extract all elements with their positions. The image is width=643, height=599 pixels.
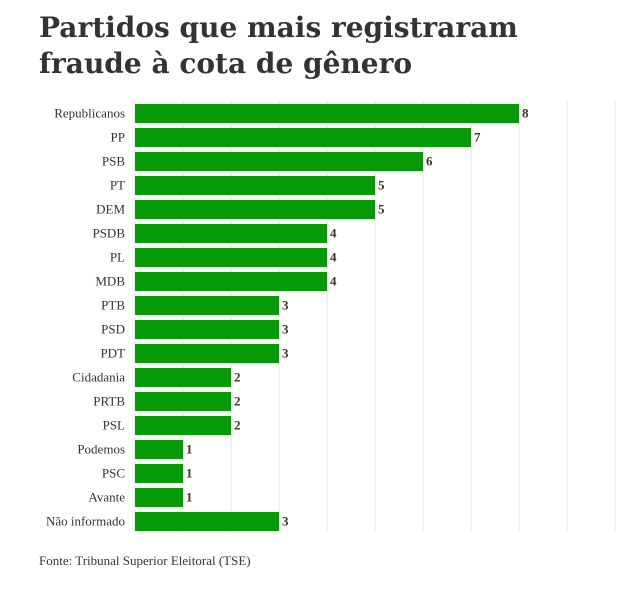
value-label: 1	[186, 466, 193, 481]
category-label: PSC	[102, 466, 125, 481]
value-label: 2	[234, 370, 241, 385]
value-label: 3	[282, 514, 289, 529]
bar	[135, 296, 279, 315]
bar	[135, 344, 279, 363]
value-label: 5	[378, 178, 385, 193]
category-label: PDT	[100, 346, 125, 361]
category-label: PRTB	[93, 394, 125, 409]
value-label: 1	[186, 442, 193, 457]
category-label: PSL	[103, 418, 125, 433]
category-label: Não informado	[46, 514, 125, 529]
category-label: PT	[110, 178, 125, 193]
category-label: Cidadania	[72, 370, 125, 385]
bar	[135, 368, 231, 387]
grid-lines	[134, 100, 616, 532]
bars	[135, 104, 519, 531]
bar	[135, 272, 327, 291]
bar	[135, 464, 183, 483]
category-label: PSDB	[92, 226, 125, 241]
value-label: 7	[474, 130, 481, 145]
bar	[135, 512, 279, 531]
category-label: Avante	[88, 490, 125, 505]
source-note: Fonte: Tribunal Superior Eleitoral (TSE)	[39, 553, 251, 568]
category-label: Republicanos	[54, 106, 125, 121]
category-label: PL	[110, 250, 125, 265]
value-label: 3	[282, 346, 289, 361]
value-label: 3	[282, 322, 289, 337]
bar	[135, 224, 327, 243]
value-label: 2	[234, 394, 241, 409]
value-label: 1	[186, 490, 193, 505]
bar	[135, 200, 375, 219]
category-label: DEM	[96, 202, 125, 217]
value-label: 2	[234, 418, 241, 433]
bar	[135, 488, 183, 507]
bar	[135, 104, 519, 123]
bar	[135, 176, 375, 195]
bar	[135, 416, 231, 435]
bar	[135, 152, 423, 171]
bar	[135, 128, 471, 147]
category-label: PSB	[102, 154, 125, 169]
category-labels: Republicanos PP PSB PT DEM PSDB PL MDB PTB PSD PDT…	[46, 106, 126, 529]
bar	[135, 248, 327, 267]
value-label: 8	[522, 106, 529, 121]
value-labels: 8 7 6 5 5 4 4 4 3 3 3 2 2 2 1 1 1 3	[186, 106, 529, 529]
value-label: 4	[330, 274, 337, 289]
bar	[135, 392, 231, 411]
value-label: 5	[378, 202, 385, 217]
value-label: 3	[282, 298, 289, 313]
chart-title: Partidos que mais registraram fraude à c…	[39, 11, 518, 80]
category-label: PP	[111, 130, 125, 145]
category-label: PSD	[101, 322, 125, 337]
category-label: MDB	[95, 274, 125, 289]
category-label: Podemos	[77, 442, 125, 457]
value-label: 6	[426, 154, 433, 169]
value-label: 4	[330, 226, 337, 241]
category-label: PTB	[101, 298, 125, 313]
value-label: 4	[330, 250, 337, 265]
bar-chart: Republicanos PP PSB PT DEM PSDB PL MDB PTB PSD PDT…	[46, 100, 616, 532]
bar	[135, 320, 279, 339]
bar	[135, 440, 183, 459]
